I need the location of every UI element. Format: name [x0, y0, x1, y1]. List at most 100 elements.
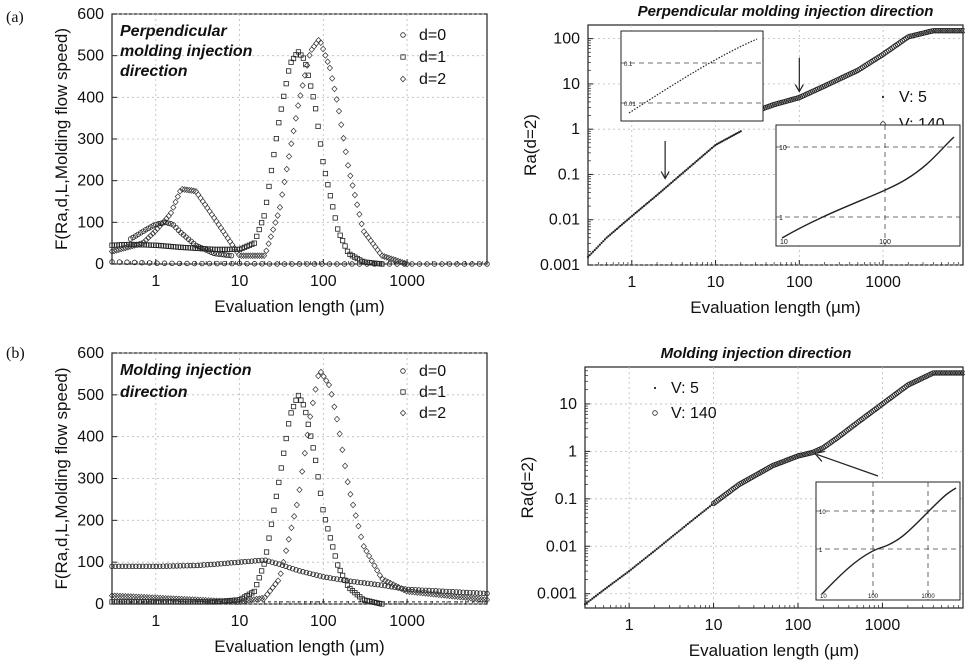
b-left-point: [323, 377, 330, 384]
a-right-point: [731, 134, 734, 137]
b-left-point: [254, 582, 260, 588]
a-right-point: [668, 183, 671, 186]
b-left-point: [360, 543, 367, 550]
b-left-point: [320, 373, 327, 380]
b-left-point: [189, 596, 196, 603]
b-left-point: [337, 567, 343, 574]
a-left-point: [258, 252, 265, 259]
b-left-point: [300, 402, 306, 408]
b-left-point: [263, 549, 270, 555]
b-left-point: [143, 563, 149, 570]
b-left-point: [173, 595, 180, 603]
b-left-point: [368, 557, 375, 565]
a-left-point: [335, 226, 341, 232]
a-left-point: [213, 217, 220, 225]
a-left-point: [325, 182, 331, 188]
b-right-point: [629, 568, 633, 571]
b-left-point: [303, 569, 310, 576]
b-right-point: [845, 426, 851, 433]
a-left-point: [136, 240, 143, 248]
b-left-point: [335, 562, 341, 568]
a-right-point: [648, 200, 651, 203]
a-left-point: [113, 246, 120, 254]
a-right-point: [685, 168, 688, 171]
b-right-point: [626, 571, 629, 574]
a-left-point: [193, 242, 199, 249]
a-right-point: [736, 131, 739, 135]
b-left-point: [288, 410, 294, 416]
a-left-point: [153, 221, 159, 228]
b-left-point: [368, 581, 374, 587]
a-right-point: [649, 199, 652, 202]
b-right-point: [622, 574, 625, 577]
b-left-point: [146, 563, 153, 570]
a-left-point: [254, 233, 260, 239]
a-right-point: [949, 27, 956, 34]
a-left-point: [222, 231, 229, 239]
b-left-point: [283, 547, 290, 555]
a-left-point: [260, 252, 268, 259]
b-left-point: [205, 597, 212, 604]
a-right-point: [617, 226, 620, 229]
a-left-point: [306, 52, 313, 59]
a-left-point: [146, 260, 153, 266]
a-left-point: [349, 182, 356, 189]
b-left-point: [330, 544, 336, 550]
b-right-point: [659, 545, 662, 548]
a-right-legend-marker: [881, 95, 885, 99]
b-left-point: [315, 474, 321, 480]
b-left-point: [416, 589, 424, 597]
b-left-point: [133, 563, 139, 570]
a-left-point: [167, 209, 175, 217]
a-right-legend-label: V: 5: [899, 89, 927, 106]
a-right-point: [704, 152, 707, 155]
a-left-point: [304, 261, 310, 267]
a-left-point: [340, 134, 347, 142]
b-left-point: [309, 399, 316, 407]
a-right-point: [720, 140, 724, 143]
a-left-point: [296, 261, 303, 267]
b-right-ytick-label: 10: [559, 396, 577, 413]
a-left-point: [327, 193, 333, 199]
b-left-point: [422, 590, 429, 597]
a-left-point: [301, 72, 309, 79]
a-left-point: [367, 237, 374, 245]
b-right-point: [683, 525, 686, 528]
a-left-legend-marker: [400, 32, 406, 38]
a-left-point: [297, 92, 304, 99]
a-right-point: [610, 232, 613, 235]
a-left-point: [224, 234, 231, 242]
b-left-point: [291, 513, 298, 520]
panel-label-b: (b): [6, 345, 25, 362]
b-left-point: [126, 563, 132, 570]
a-right-point: [663, 187, 666, 190]
b-left-ytick-label: 200: [77, 512, 104, 529]
b-left-point: [474, 590, 480, 596]
a-left-point: [338, 121, 345, 129]
b-left-point: [283, 563, 289, 570]
a-right-point: [739, 130, 742, 133]
a-right-point: [934, 27, 940, 34]
a-right-point: [693, 161, 697, 164]
b-left-point: [301, 449, 308, 457]
b-left-point: [218, 560, 224, 567]
a-left-point: [199, 260, 205, 267]
b-left-point: [470, 590, 477, 596]
a-left-point: [326, 261, 333, 267]
a-left-point: [184, 260, 190, 267]
b-left-point: [454, 593, 461, 601]
b-left-point: [175, 595, 183, 603]
b-left-point: [325, 381, 333, 389]
b-left-point: [252, 558, 258, 564]
b-left-point: [430, 590, 437, 598]
b-left-point: [133, 593, 140, 601]
b-left-point: [347, 578, 354, 584]
a-left-point: [261, 213, 267, 219]
a-left-point: [158, 220, 164, 227]
b-left-ytick-label: 500: [77, 387, 104, 404]
a-left-point: [397, 258, 404, 266]
b-right-point: [670, 536, 673, 539]
b-right-point: [688, 521, 691, 524]
b-left-point: [411, 588, 418, 596]
b-left-point: [443, 592, 450, 599]
